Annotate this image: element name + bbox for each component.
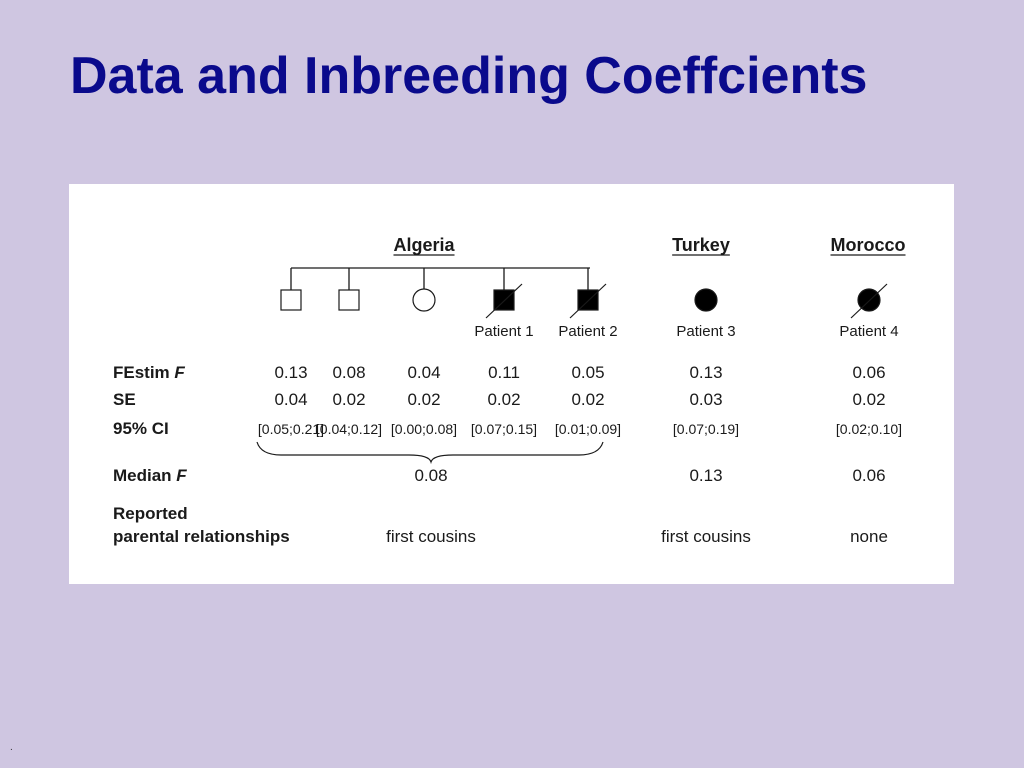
pedigree-figure: Algeria Turkey Morocco 0.13 0.04 [0.05;0.21] 0… <box>69 184 954 584</box>
country-header-algeria: Algeria <box>393 235 455 255</box>
relationship-morocco: none <box>850 527 888 546</box>
deceased-slash <box>569 283 607 319</box>
festim-value: 0.05 <box>571 363 604 382</box>
se-value: 0.02 <box>852 390 885 409</box>
row-label-median: Median F <box>113 466 187 485</box>
row-label-reported-1: Reported <box>113 504 188 523</box>
relationship-turkey: first cousins <box>661 527 751 546</box>
ci-value: [0.01;0.09] <box>555 421 621 437</box>
country-header-morocco: Morocco <box>830 235 905 255</box>
patient-label: Patient 1 <box>474 323 533 340</box>
se-value: 0.03 <box>689 390 722 409</box>
algeria-ci-brace <box>256 441 604 465</box>
patient-label: Patient 4 <box>839 323 898 340</box>
slide-title: Data and Inbreeding Coeffcients <box>70 47 868 105</box>
row-label-ci: 95% CI <box>113 419 169 438</box>
festim-value: 0.08 <box>332 363 365 382</box>
ci-value: [0.00;0.08] <box>391 421 457 437</box>
ci-value: [0.07;0.15] <box>471 421 537 437</box>
festim-value: 0.04 <box>407 363 440 382</box>
deceased-slash <box>850 283 888 319</box>
ci-value: [0.04;0.12] <box>316 421 382 437</box>
se-value: 0.02 <box>571 390 604 409</box>
row-label-festim: FEstim F <box>113 363 185 382</box>
festim-value: 0.06 <box>852 363 885 382</box>
unaffected-female-symbol <box>412 288 436 312</box>
ci-value: [0.05;0.21] <box>258 421 324 437</box>
median-value-algeria: 0.08 <box>414 466 447 485</box>
row-label-median-italic: F <box>176 466 187 485</box>
affected-female-symbol <box>694 288 718 312</box>
se-value: 0.02 <box>487 390 520 409</box>
median-value-turkey: 0.13 <box>689 466 722 485</box>
footer-mark: . <box>10 742 13 753</box>
pedigree-table-svg: Algeria Turkey Morocco 0.13 0.04 [0.05;0.21] 0… <box>113 235 906 546</box>
row-label-se: SE <box>113 390 136 409</box>
patient-label: Patient 3 <box>676 323 735 340</box>
se-value: 0.02 <box>407 390 440 409</box>
patient-label: Patient 2 <box>558 323 617 340</box>
festim-value: 0.13 <box>689 363 722 382</box>
se-value: 0.02 <box>332 390 365 409</box>
festim-value: 0.13 <box>274 363 307 382</box>
se-value: 0.04 <box>274 390 307 409</box>
unaffected-male-symbol <box>338 289 360 311</box>
unaffected-male-symbol <box>280 289 302 311</box>
relationship-algeria: first cousins <box>386 527 476 546</box>
row-label-festim-italic: F <box>174 363 185 382</box>
deceased-slash <box>485 283 523 319</box>
country-header-turkey: Turkey <box>672 235 730 255</box>
festim-value: 0.11 <box>488 363 520 382</box>
ci-value: [0.07;0.19] <box>673 421 739 437</box>
median-value-morocco: 0.06 <box>852 466 885 485</box>
ci-value: [0.02;0.10] <box>836 421 902 437</box>
row-label-reported-2: parental relationships <box>113 527 290 546</box>
